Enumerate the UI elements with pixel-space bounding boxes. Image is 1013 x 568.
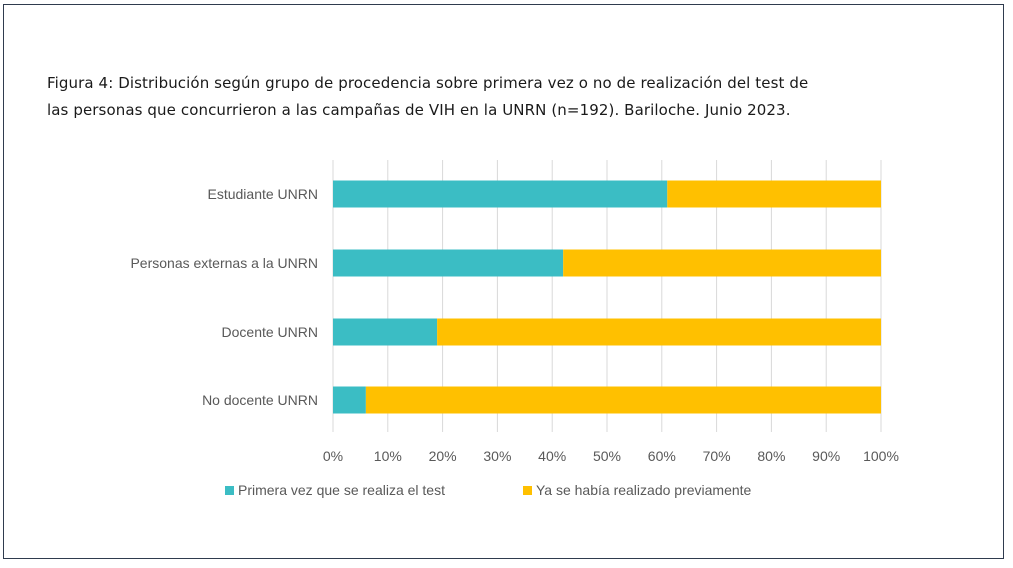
x-tick-label: 90% (812, 448, 840, 464)
category-label: Docente UNRN (222, 324, 318, 340)
bar-previously-3 (365, 386, 881, 414)
x-tick-label: 0% (323, 448, 343, 464)
x-tick-label: 60% (648, 448, 676, 464)
bar-first-time-0 (333, 180, 668, 208)
bar-first-time-3 (333, 386, 366, 414)
x-tick-label: 40% (538, 448, 566, 464)
x-tick-label: 30% (483, 448, 511, 464)
x-tick-label: 10% (374, 448, 402, 464)
x-axis-ticks: 0% 10% 20% 30% 40% 50% 60% 70% 80% 90% 100% (323, 448, 899, 464)
bar-previously-0 (667, 180, 881, 208)
legend: Primera vez que se realiza el test Ya se … (225, 482, 752, 498)
x-tick-label: 50% (593, 448, 621, 464)
bar-previously-1 (563, 249, 881, 277)
bars (333, 180, 881, 414)
legend-label: Ya se había realizado previamente (536, 482, 752, 498)
figure-caption: Figura 4: Distribución según grupo de pr… (47, 70, 947, 124)
x-tick-label: 100% (863, 448, 899, 464)
category-label: Estudiante UNRN (208, 186, 319, 202)
caption-line-1: Figura 4: Distribución según grupo de pr… (47, 74, 809, 92)
legend-label: Primera vez que se realiza el test (238, 482, 445, 498)
caption-line-2: las personas que concurrieron a las camp… (47, 101, 791, 119)
x-tick-label: 80% (757, 448, 785, 464)
legend-swatch (225, 486, 234, 495)
bar-first-time-2 (333, 318, 438, 346)
bar-first-time-1 (333, 249, 564, 277)
x-tick-label: 20% (429, 448, 457, 464)
legend-swatch (523, 486, 532, 495)
figure-frame (3, 4, 1004, 559)
category-label: No docente UNRN (202, 392, 318, 408)
category-labels: Estudiante UNRN Personas externas a la UN… (130, 186, 318, 408)
category-label: Personas externas a la UNRN (130, 255, 318, 271)
bar-previously-2 (437, 318, 881, 346)
x-tick-label: 70% (703, 448, 731, 464)
